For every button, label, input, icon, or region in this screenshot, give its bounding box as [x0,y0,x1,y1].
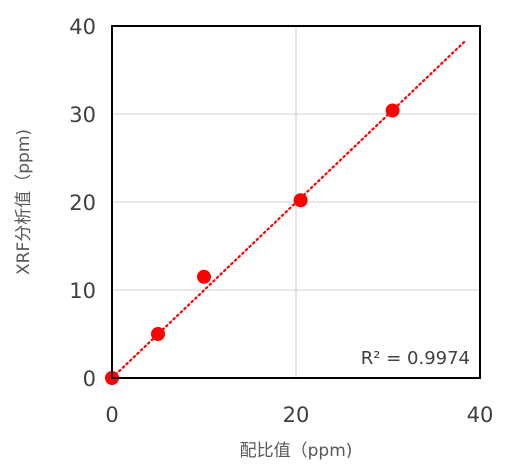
grid-lines [112,26,480,378]
x-tick-40: 40 [467,403,494,427]
x-tick-0: 0 [105,403,118,427]
data-point-4 [385,103,400,118]
y-tick-0: 0 [83,367,96,391]
x-axis-title: 配比值（ppm) [240,441,353,461]
y-axis-title: XRF分析值（ppm) [14,129,34,275]
y-tick-30: 30 [69,103,96,127]
x-tick-20: 20 [283,403,310,427]
data-point-3 [293,193,308,208]
y-tick-20: 20 [69,191,96,215]
data-point-1 [151,327,165,341]
trendline-group [110,38,468,380]
trendline [110,38,468,380]
plot-area-border [111,25,481,379]
y-tick-labels: 0 10 20 30 40 [69,15,96,391]
y-tick-10: 10 [69,279,96,303]
x-tick-labels: 0 20 40 [105,403,493,427]
r-squared-annotation: R² = 0.9974 [361,348,470,369]
data-point-2 [197,269,211,284]
y-tick-40: 40 [69,15,96,39]
